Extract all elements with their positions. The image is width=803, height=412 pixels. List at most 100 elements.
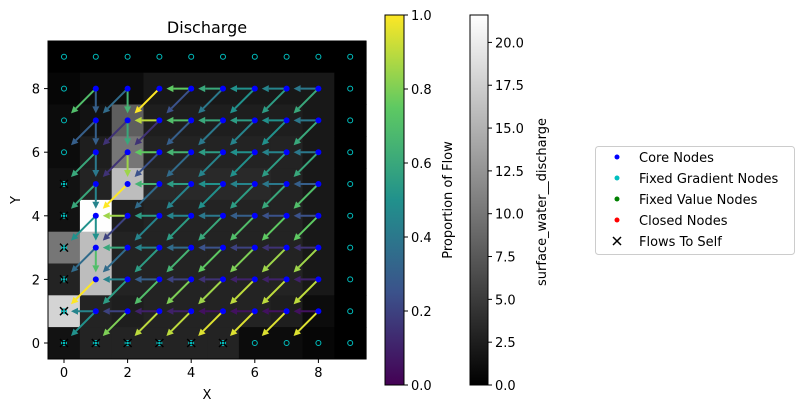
flow-arrow-head <box>166 137 174 146</box>
fixed-gradient-node <box>221 341 225 345</box>
flow-arrow-head <box>229 264 238 273</box>
core-node <box>220 85 226 92</box>
flow-arrow-head <box>293 244 301 252</box>
flow-arrow-head <box>229 307 237 315</box>
fixed-gradient-node <box>347 308 354 315</box>
flow-arrow-shaft <box>138 151 161 173</box>
fixed-gradient-node <box>251 53 258 60</box>
x-axis-label: X <box>203 388 212 403</box>
fixed-gradient-node <box>347 212 354 219</box>
flow-arrow-head <box>166 148 174 156</box>
flow-arrow-head <box>92 233 100 241</box>
fixed-gradient-node <box>156 53 163 60</box>
discharge-colorbar-ticks: 0.0 2.5 5.0 7.5 10.0 12.5 15.0 17.5 20.0 <box>488 36 524 394</box>
flow-arrow-head <box>261 328 270 337</box>
discharge-cell <box>334 40 367 74</box>
legend-dot-marker <box>614 217 620 223</box>
flow-arrow-head <box>70 296 79 305</box>
flow-arrow-head <box>261 148 269 156</box>
discharge-cell <box>334 104 367 137</box>
core-node <box>92 276 99 283</box>
flow-arrow-shaft <box>107 119 129 141</box>
flow-arrow-head <box>166 296 174 305</box>
flow-arrow-head <box>261 201 270 209</box>
flow-arrow-head <box>261 275 269 283</box>
flow-arrow-head <box>102 307 110 315</box>
discharge-cell <box>334 263 367 296</box>
core-node <box>220 212 226 219</box>
flow-arrow-head <box>229 244 237 252</box>
core-node <box>251 276 258 283</box>
core-node <box>124 308 131 315</box>
core-node <box>188 149 195 156</box>
flow-arrow-head <box>70 328 79 337</box>
flow-arrow-head <box>293 85 301 93</box>
fixed-gradient-node <box>347 181 354 187</box>
flow-arrow-head <box>92 201 100 209</box>
flow-arrow-shaft <box>297 215 320 237</box>
y-tick-label: 0 <box>32 337 40 352</box>
flow-arrow-shaft <box>202 310 224 332</box>
fixed-gradient-node <box>61 53 67 60</box>
flow-arrow-head <box>261 169 270 178</box>
fixed-gradient-node <box>188 340 195 346</box>
core-node <box>220 149 226 156</box>
flow-arrow-head <box>102 275 110 283</box>
flow-arrow-head <box>102 201 111 209</box>
core-node <box>220 276 226 283</box>
legend-dot-marker <box>614 154 620 160</box>
fixed-gradient-node <box>92 53 99 60</box>
y-tick-label: 4 <box>32 210 40 225</box>
flow-arrow-head <box>166 233 174 241</box>
flow-arrow-head <box>198 307 206 315</box>
flow-arrow-head <box>134 307 142 315</box>
flow-arrow-shaft <box>202 119 224 141</box>
flow-arrow-head <box>293 233 302 241</box>
flow-arrow-head <box>229 148 237 156</box>
flow-arrow-shaft <box>202 183 224 205</box>
flow-arrow-shaft <box>107 183 129 205</box>
core-node <box>251 308 258 315</box>
fixed-gradient-node <box>62 214 66 218</box>
flow-arrow-head <box>70 105 79 114</box>
legend-x-marker <box>612 236 622 246</box>
legend-dot-marker <box>614 196 620 202</box>
core-node <box>315 308 322 315</box>
flow-arrow-shaft <box>266 87 288 110</box>
core-node <box>188 308 195 315</box>
flow-arrow-head <box>229 328 238 337</box>
discharge-cell <box>334 295 367 328</box>
flow-arrow-head <box>70 169 79 178</box>
flow-arrow-head <box>166 105 174 114</box>
fixed-gradient-node <box>251 340 258 346</box>
core-node <box>156 181 163 187</box>
flow-arrow-shaft <box>138 278 161 300</box>
colorbar-tick-label: 0.0 <box>411 379 432 394</box>
colorbar-tick-label: 0.2 <box>411 305 432 320</box>
core-node <box>220 244 226 251</box>
fixed-gradient-node <box>61 117 67 124</box>
flow-arrow-head <box>92 265 100 273</box>
core-node <box>283 149 290 156</box>
discharge-cell <box>111 40 144 74</box>
flow-arrow-head <box>166 116 174 124</box>
flow-arrow-head <box>124 106 132 114</box>
discharge-cell <box>48 72 81 105</box>
flow-arrow-head <box>293 180 301 188</box>
flow-arrow-shaft <box>170 151 192 173</box>
legend-label: Core Nodes <box>639 151 714 166</box>
flow-arrow-shaft <box>234 87 256 110</box>
flow-arrow-shaft <box>75 183 97 205</box>
core-node <box>124 181 131 187</box>
core-node <box>283 85 290 92</box>
flow-arrow-head <box>229 180 237 188</box>
discharge-cell <box>334 136 367 169</box>
core-node <box>124 276 131 283</box>
flow-arrow-shaft <box>170 246 192 269</box>
fixed-gradient-node <box>315 53 322 60</box>
flow-colorbar-ticks: 0.0 0.2 0.4 0.6 0.8 1.0 <box>404 9 432 394</box>
core-node <box>188 85 195 92</box>
core-node <box>92 149 99 156</box>
flow-arrow-head <box>261 307 269 315</box>
fixed-gradient-node <box>220 53 226 60</box>
